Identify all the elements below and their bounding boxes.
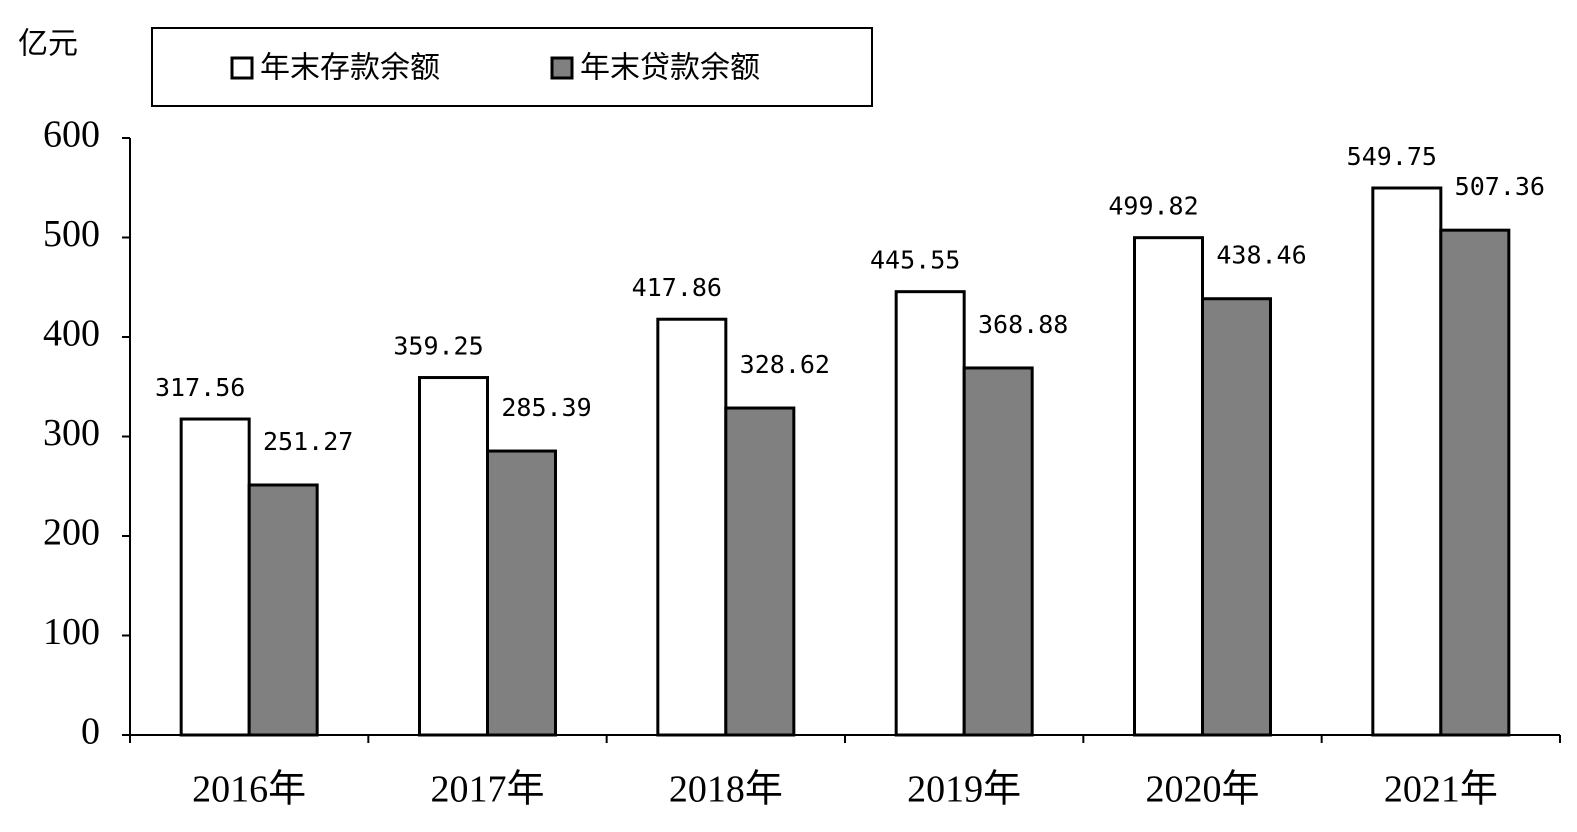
y-tick-label: 200	[43, 512, 100, 554]
legend-label: 年末存款余额	[260, 51, 440, 86]
x-tick-label: 2020年	[1145, 769, 1259, 811]
bar	[486, 449, 557, 737]
bar	[1133, 236, 1204, 737]
y-tick-label: 600	[43, 114, 100, 156]
value-label: 328.62	[740, 350, 830, 379]
bar	[1201, 297, 1272, 737]
x-tick-label: 2021年	[1384, 769, 1498, 811]
value-label: 438.46	[1216, 241, 1306, 270]
value-label: 317.56	[155, 373, 245, 402]
bar	[247, 483, 319, 737]
x-tick-label: 2016年	[192, 769, 306, 811]
value-label: 285.39	[501, 393, 591, 422]
y-tick-label: 400	[43, 313, 100, 355]
bar	[1439, 228, 1511, 737]
legend-swatch	[550, 56, 574, 80]
value-label: 549.75	[1347, 142, 1437, 171]
bar	[656, 317, 728, 737]
bar	[962, 366, 1034, 737]
x-tick-label: 2019年	[907, 769, 1021, 811]
legend-box	[151, 27, 873, 107]
value-label: 251.27	[263, 427, 353, 456]
bar	[724, 406, 796, 737]
legend-label: 年末贷款余额	[580, 51, 760, 86]
bar	[179, 417, 251, 737]
y-tick-label: 100	[43, 611, 100, 653]
bar	[1371, 186, 1443, 737]
y-tick-label: 500	[43, 213, 100, 255]
y-axis-label: 亿元	[18, 27, 78, 62]
legend-swatch	[230, 56, 254, 80]
y-tick-label: 0	[81, 711, 100, 753]
bar	[418, 376, 489, 737]
value-label: 445.55	[870, 246, 960, 275]
value-label: 359.25	[393, 332, 483, 361]
bar	[894, 290, 966, 737]
value-label: 417.86	[632, 273, 722, 302]
value-label: 368.88	[978, 310, 1068, 339]
x-tick-label: 2017年	[430, 769, 544, 811]
value-label: 507.36	[1455, 172, 1545, 201]
x-tick-label: 2018年	[669, 769, 783, 811]
value-label: 499.82	[1108, 192, 1198, 221]
y-tick-label: 300	[43, 412, 100, 454]
